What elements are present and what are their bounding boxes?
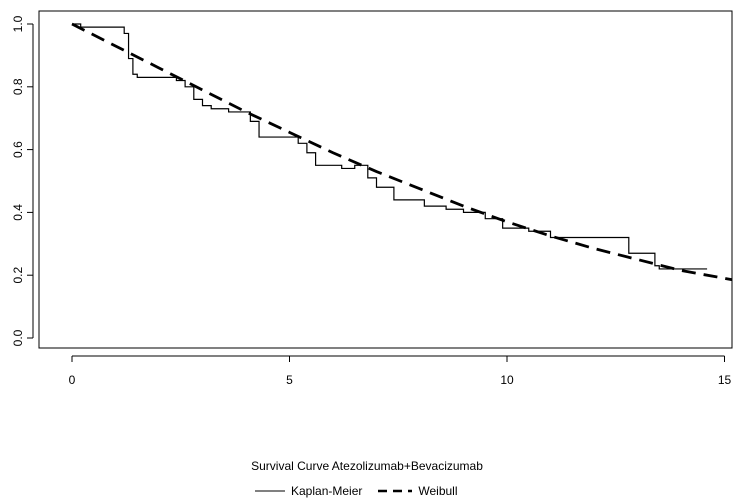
legend-solid-line-icon: [255, 490, 285, 492]
legend-entry-weibull: Weibull: [378, 484, 458, 498]
legend-label-weibull: Weibull: [418, 484, 458, 498]
x-tick-label: 5: [286, 373, 293, 387]
y-tick-label: 1.0: [11, 15, 25, 32]
legend-title: Survival Curve Atezolizumab+Bevacizumab: [251, 459, 483, 473]
series-layer: [71, 22, 732, 282]
y-tick-label: 0.2: [11, 267, 25, 284]
x-tick-label: 0: [69, 373, 76, 387]
series-line-kaplan-meier: [72, 23, 708, 270]
x-tick-label: 10: [500, 373, 514, 387]
plot-frame: [38, 10, 733, 349]
series-line-weibull: [71, 22, 732, 282]
y-axis: 0.0 0.2 0.4 0.6 0.8 1.0: [11, 15, 34, 346]
y-tick-label: 0.6: [11, 141, 25, 158]
y-tick-label: 0.8: [11, 78, 25, 95]
x-axis: 0 5 10 15: [69, 355, 732, 387]
legend: Kaplan-Meier Weibull: [255, 483, 462, 499]
y-tick-label: 0.0: [11, 329, 25, 346]
legend-label-kaplan-meier: Kaplan-Meier: [291, 484, 363, 498]
y-tick-label: 0.4: [11, 204, 25, 221]
legend-entry-kaplan-meier: Kaplan-Meier: [255, 484, 362, 498]
x-tick-label: 15: [718, 373, 732, 387]
legend-dashed-line-icon: [378, 489, 413, 493]
